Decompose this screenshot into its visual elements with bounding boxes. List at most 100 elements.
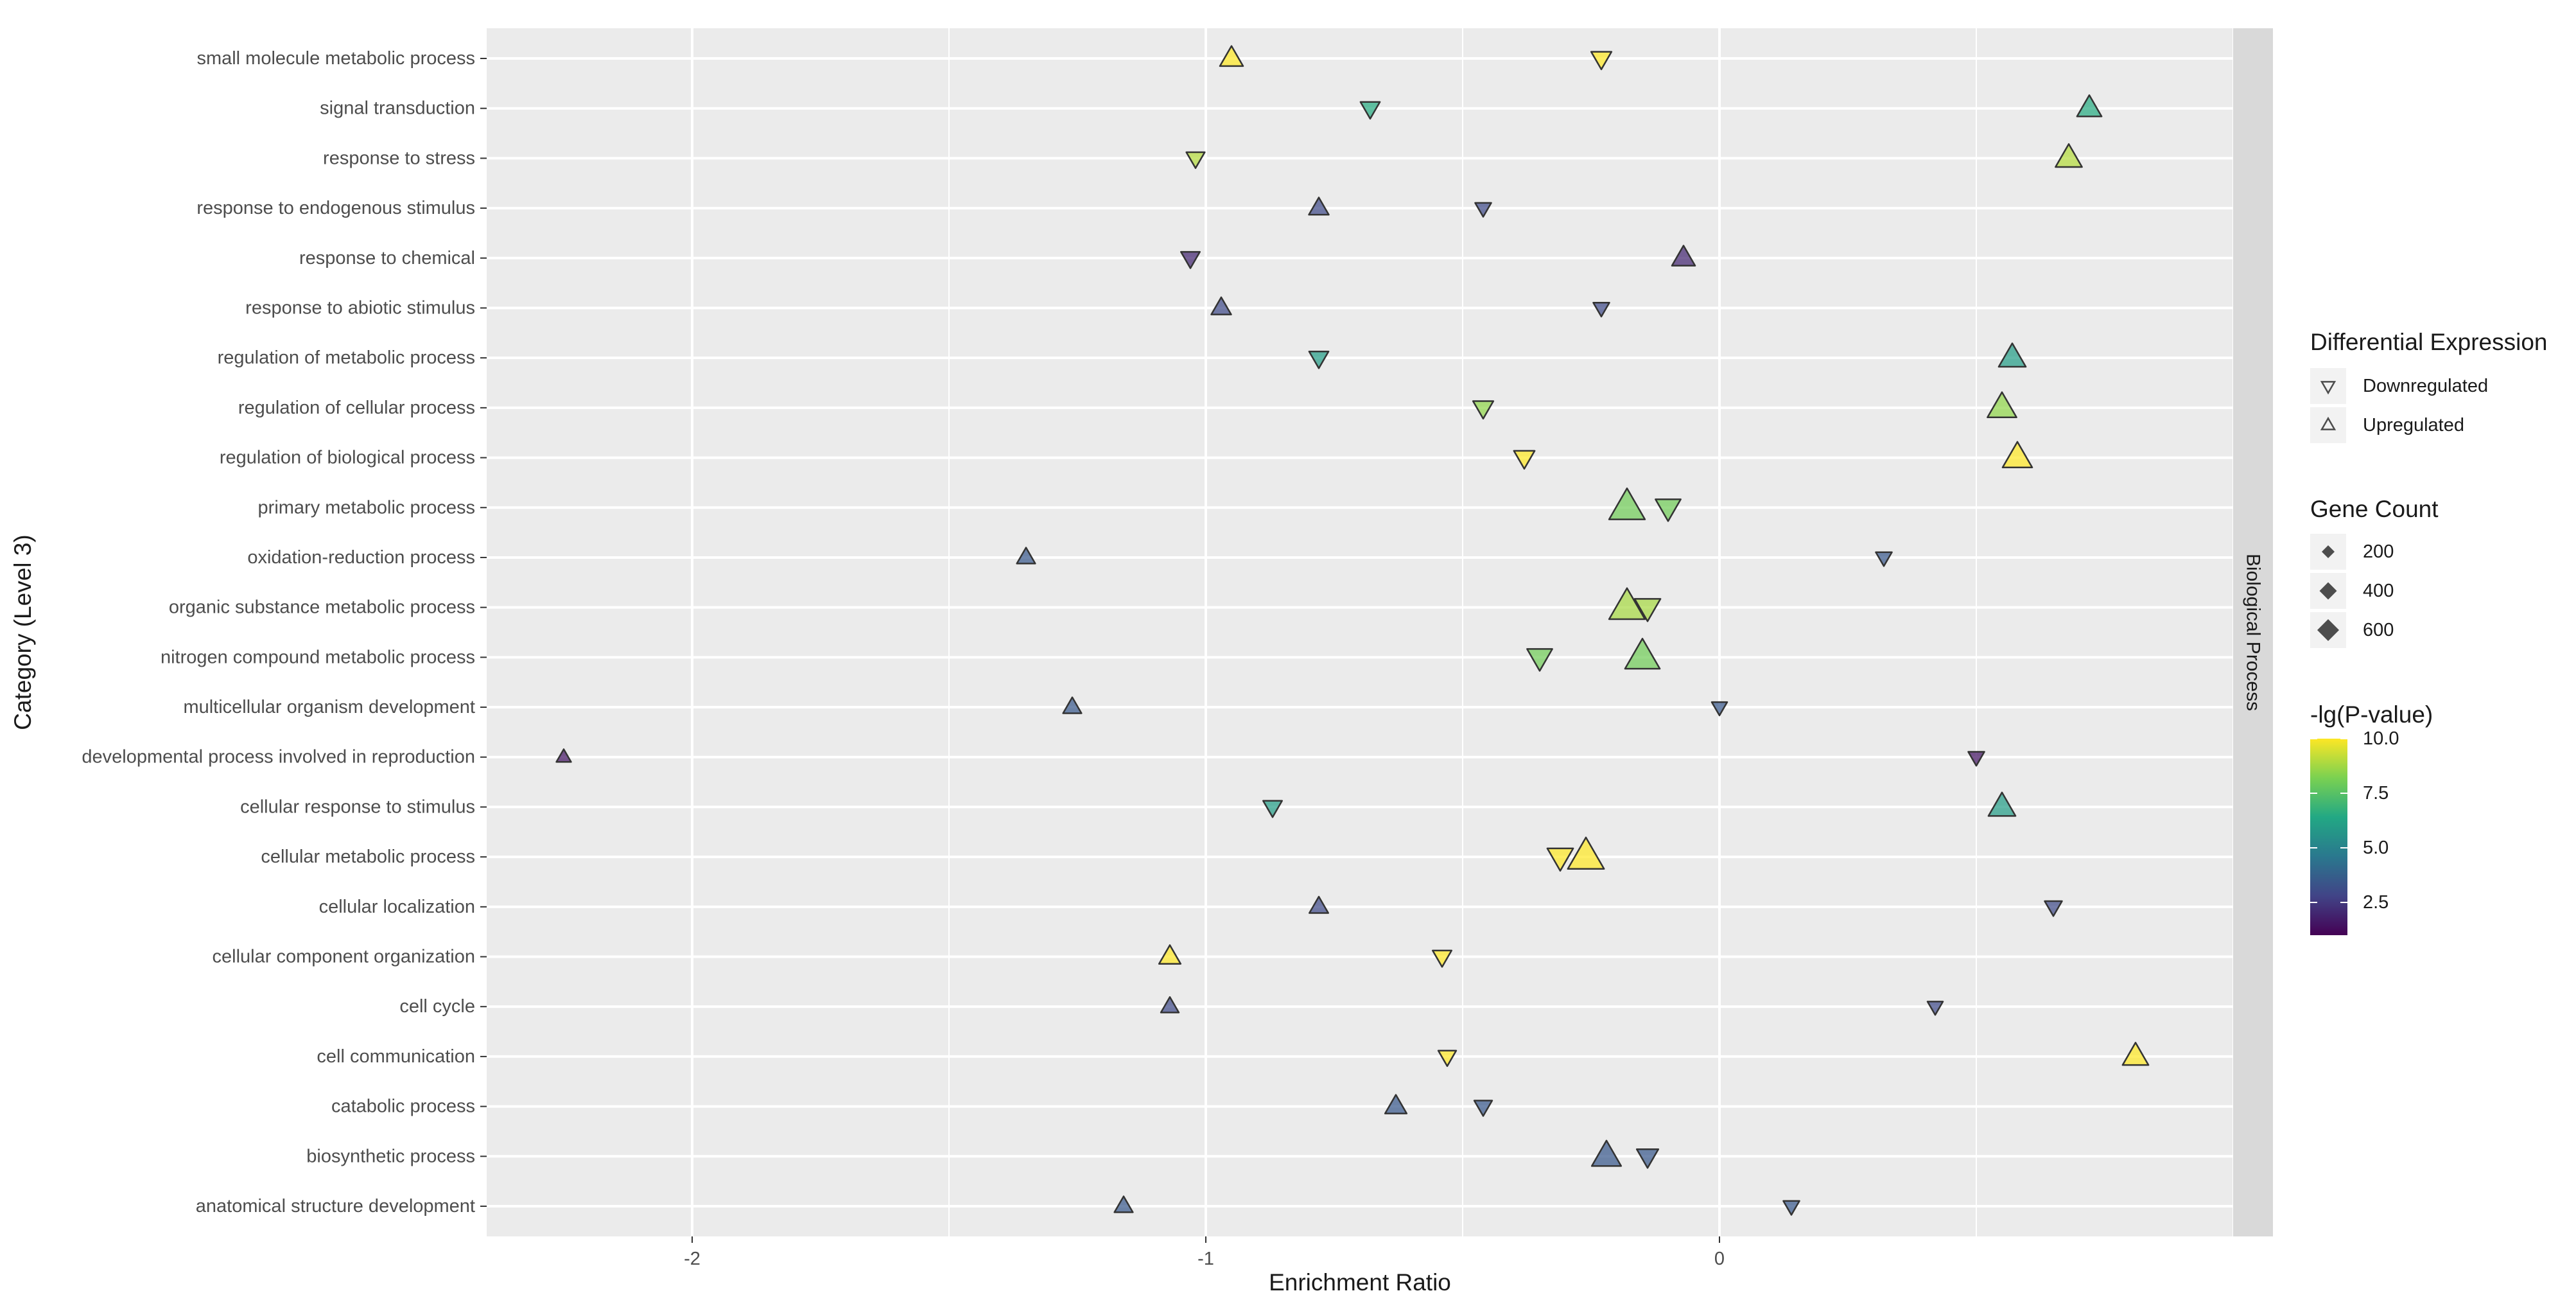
y-tick-label: primary metabolic process — [258, 497, 475, 518]
y-tick-label: biosynthetic process — [306, 1146, 475, 1166]
colorbar — [2310, 739, 2347, 935]
downregulated-point — [2044, 900, 2063, 917]
y-tick-label: cellular response to stimulus — [240, 796, 475, 817]
y-tick-label: response to stress — [323, 148, 475, 168]
upregulated-point — [1987, 791, 2017, 817]
legend-shape-label: Upregulated — [2363, 415, 2464, 435]
y-tick-label: cell communication — [317, 1046, 475, 1067]
x-axis-title: Enrichment Ratio — [1269, 1269, 1451, 1296]
y-tick-label: response to chemical — [299, 248, 475, 268]
upregulated-point — [1608, 587, 1646, 620]
y-tick-label: oxidation-reduction process — [247, 547, 475, 568]
y-tick-label: organic substance metabolic process — [169, 597, 475, 618]
downregulated-point — [1262, 800, 1283, 818]
y-tick-label: cellular component organization — [213, 947, 475, 967]
y-tick-label: regulation of biological process — [220, 448, 475, 468]
downregulated-point — [1513, 450, 1536, 470]
legend-size-diamond — [2319, 582, 2337, 600]
downregulated-symbol — [2320, 381, 2337, 395]
y-tick-label: nitrogen compound metabolic process — [161, 647, 475, 667]
legend-size-label: 400 — [2363, 581, 2394, 601]
downregulated-point — [1875, 551, 1893, 567]
legend-shape-title: Differential Expression — [2310, 329, 2548, 355]
legend: Differential Expression Gene Count -lg(P… — [2310, 329, 2548, 935]
upregulated-point — [1210, 296, 1232, 315]
upregulated-point — [1308, 197, 1330, 216]
y-tick-label: signal transduction — [320, 98, 475, 119]
upregulated-point — [1987, 391, 2017, 419]
y-tick-label: regulation of cellular process — [238, 398, 475, 418]
downregulated-point — [1526, 648, 1553, 672]
y-tick-label: multicellular organism development — [183, 697, 475, 717]
y-axis-ticks: anatomical structure development biosynth… — [82, 48, 487, 1217]
x-tick-label: 0 — [1714, 1249, 1725, 1269]
upregulated-point — [1567, 836, 1605, 870]
downregulated-point — [1782, 1200, 1800, 1216]
downregulated-point — [1710, 701, 1728, 717]
y-tick-label: response to endogenous stimulus — [196, 198, 475, 218]
y-tick-label: cellular localization — [319, 897, 475, 917]
upregulated-point — [555, 748, 572, 763]
upregulated-point — [1016, 547, 1036, 565]
y-tick-label: response to abiotic stimulus — [245, 297, 475, 318]
x-tick-label: -2 — [684, 1249, 701, 1269]
upregulated-point — [2055, 143, 2083, 168]
downregulated-point — [1359, 101, 1381, 120]
y-tick-label: regulation of metabolic process — [218, 347, 475, 368]
colorbar-ticks: 2.5 5.0 7.5 10.0 — [2310, 728, 2399, 913]
downregulated-point — [1180, 250, 1201, 269]
y-tick-label: anatomical structure development — [196, 1196, 475, 1217]
y-tick-label: cellular metabolic process — [261, 847, 475, 867]
upregulated-point — [2121, 1042, 2150, 1066]
downregulated-point — [1308, 350, 1330, 369]
upregulated-point — [1671, 245, 1696, 267]
legend-size-label: 600 — [2363, 620, 2394, 640]
upregulated-point — [1309, 895, 1329, 914]
upregulated-point — [1113, 1195, 1134, 1213]
downregulated-point — [1474, 202, 1492, 218]
upregulated-point — [1997, 342, 2027, 368]
downregulated-point — [1432, 949, 1452, 968]
upregulated-point — [1158, 944, 1182, 965]
gridlines — [487, 28, 2234, 1236]
facet-strip — [2233, 28, 2273, 1236]
legend-color-title: -lg(P-value) — [2310, 701, 2433, 728]
legend-key — [2310, 368, 2346, 404]
legend-size-diamond — [2317, 619, 2339, 641]
colorbar-tick-label: 2.5 — [2363, 892, 2389, 913]
legend-size-label: 200 — [2363, 541, 2394, 562]
upregulated-point — [1062, 696, 1083, 714]
y-tick-label: catabolic process — [331, 1096, 475, 1117]
colorbar-tick-label: 5.0 — [2363, 838, 2389, 858]
x-axis-ticks: -2 -1 0 — [684, 1236, 1725, 1269]
legend-shape-label: Downregulated — [2363, 376, 2488, 396]
colorbar-tick-label: 10.0 — [2363, 728, 2399, 749]
downregulated-point — [1633, 598, 1662, 622]
y-tick-label: developmental process involved in reprod… — [82, 747, 475, 768]
legend-size-entries: 200 400 600 — [2310, 534, 2394, 648]
legend-shape-entries: Downregulated Upregulated — [2310, 368, 2488, 443]
upregulated-point — [1608, 488, 1646, 520]
y-tick-label: small molecule metabolic process — [196, 48, 475, 69]
upregulated-point — [2001, 441, 2033, 468]
downregulated-point — [1967, 751, 1985, 767]
downregulated-point — [1185, 151, 1206, 170]
upregulated-point — [1590, 1139, 1623, 1167]
colorbar-tick-label: 7.5 — [2363, 783, 2389, 804]
downregulated-point — [1472, 400, 1495, 420]
upregulated-point — [1219, 45, 1244, 67]
legend-size-diamond — [2322, 545, 2335, 558]
upregulated-point — [1160, 996, 1180, 1014]
downregulated-point — [1590, 51, 1613, 71]
plot-panel — [487, 28, 2233, 1236]
upregulated-symbol — [2320, 416, 2337, 430]
upregulated-point — [2076, 94, 2103, 118]
downregulated-point — [1926, 1001, 1944, 1016]
facet-strip-label: Biological Process — [2243, 554, 2264, 711]
downregulated-point — [1592, 301, 1610, 318]
upregulated-point — [1624, 638, 1661, 670]
downregulated-point — [1473, 1100, 1493, 1117]
upregulated-point — [1384, 1094, 1408, 1114]
downregulated-point — [1655, 498, 1682, 522]
downregulated-point — [1546, 847, 1574, 872]
